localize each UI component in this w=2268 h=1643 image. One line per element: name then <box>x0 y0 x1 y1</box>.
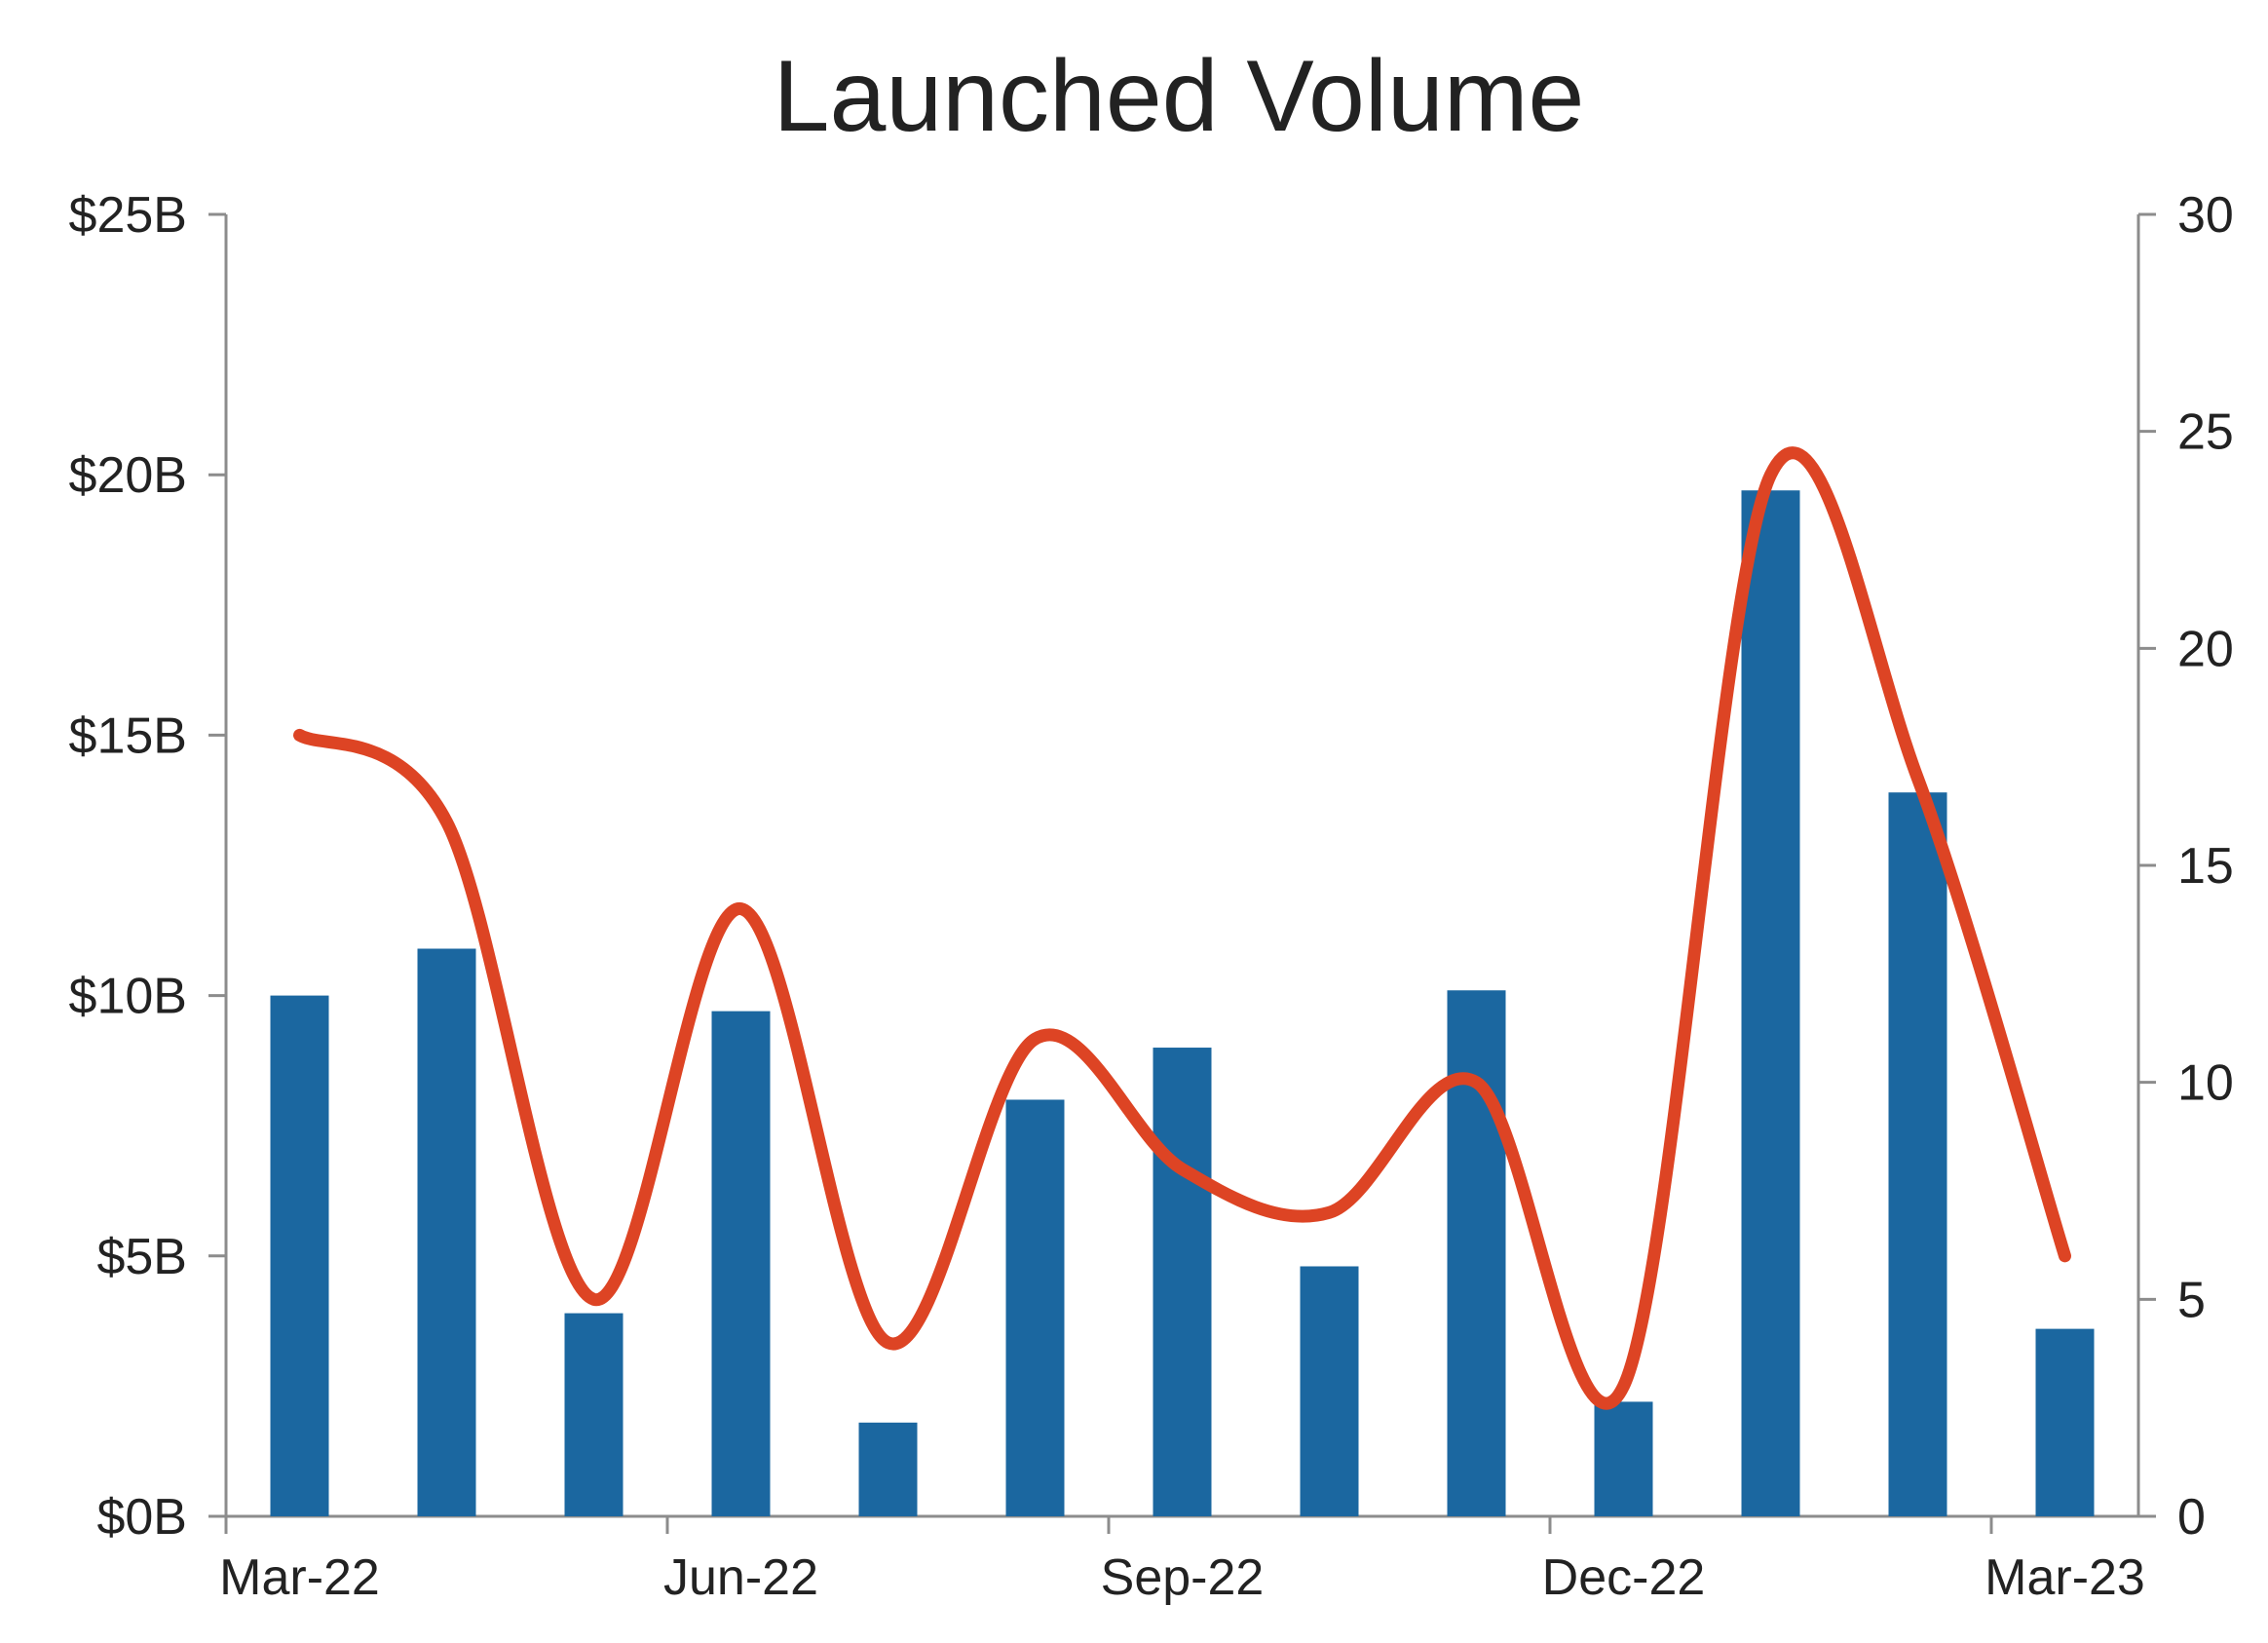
bar <box>1741 490 1800 1517</box>
bar <box>711 1011 771 1516</box>
bar <box>1447 990 1506 1516</box>
y-left-tick-label: $20B <box>69 447 187 504</box>
y-right-tick-label: 0 <box>2177 1489 2206 1546</box>
y-right-tick-label: 25 <box>2177 404 2234 461</box>
y-left-tick-label: $15B <box>69 707 187 764</box>
y-right-tick-label: 10 <box>2177 1055 2234 1112</box>
x-tick-label: Mar-23 <box>1984 1549 2145 1606</box>
chart-title: Launched Volume <box>773 40 1585 153</box>
y-left-tick-label: $10B <box>69 969 187 1025</box>
x-tick-label: Mar-22 <box>219 1549 380 1606</box>
y-left-tick-label: $5B <box>96 1229 187 1285</box>
x-tick-label: Jun-22 <box>663 1549 818 1606</box>
bar <box>1300 1266 1359 1516</box>
bar <box>1888 792 1947 1516</box>
bar <box>564 1313 624 1516</box>
y-right-tick-label: 5 <box>2177 1272 2206 1328</box>
bar <box>1005 1099 1065 1516</box>
x-tick-label: Sep-22 <box>1101 1549 1265 1606</box>
y-left-tick-label: $0B <box>96 1489 187 1546</box>
bar <box>2035 1328 2095 1516</box>
x-tick-label: Dec-22 <box>1542 1549 1706 1606</box>
line-series <box>293 446 2071 1410</box>
bar <box>417 948 476 1516</box>
y-left-tick-label: $25B <box>69 187 187 244</box>
bar <box>1153 1048 1212 1516</box>
y-right-tick-label: 15 <box>2177 838 2234 895</box>
y-right-tick-label: 30 <box>2177 187 2234 244</box>
bar <box>1594 1401 1653 1516</box>
y-right-tick-label: 20 <box>2177 621 2234 677</box>
bar <box>270 995 329 1516</box>
bar <box>858 1422 918 1516</box>
